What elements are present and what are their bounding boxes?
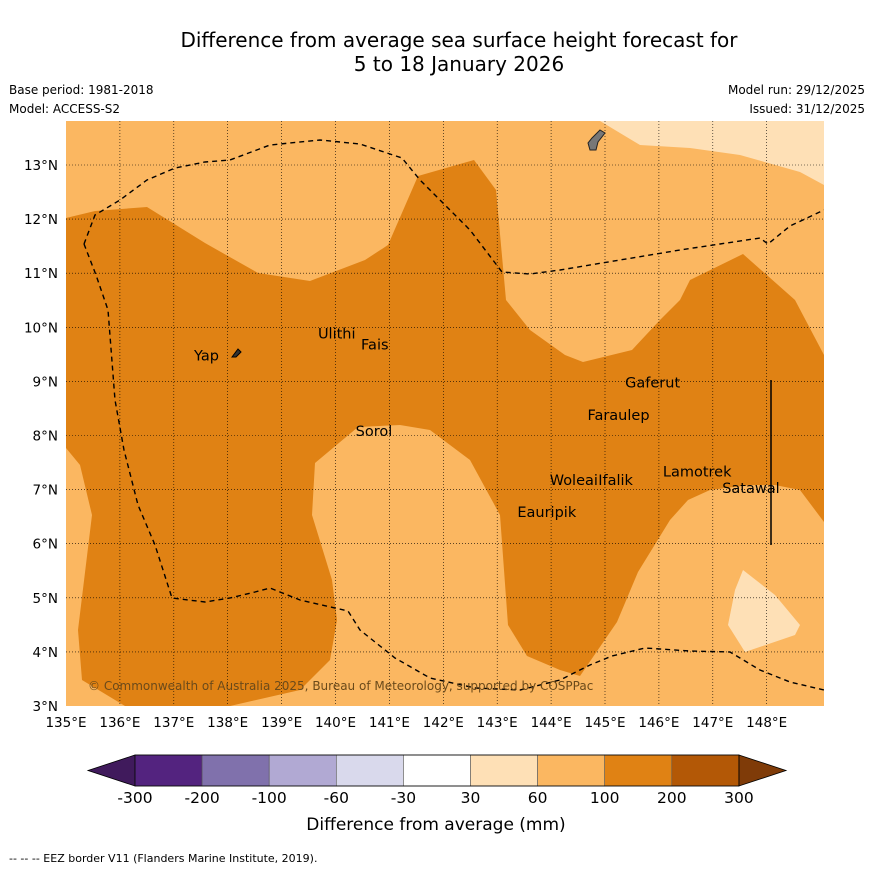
lat-tick-label: 13°N bbox=[24, 158, 58, 174]
lon-tick-label: 141°E bbox=[369, 715, 410, 731]
lon-tick-label: 146°E bbox=[638, 715, 679, 731]
lon-tick-label: 144°E bbox=[531, 715, 572, 731]
colorbar-extend-high bbox=[738, 754, 788, 787]
lon-tick-label: 137°E bbox=[153, 715, 194, 731]
anomaly-band-30-60-north bbox=[600, 121, 824, 185]
title-line-1: Difference from average sea surface heig… bbox=[180, 28, 738, 52]
map-plot-area bbox=[66, 121, 824, 706]
lon-tick-label: 138°E bbox=[207, 715, 248, 731]
lon-tick-label: 135°E bbox=[45, 715, 86, 731]
lon-tick-label: 139°E bbox=[261, 715, 302, 731]
anomaly-band-100-200 bbox=[66, 160, 824, 706]
place-label: Satawal bbox=[722, 481, 779, 497]
colorbar-segment bbox=[134, 754, 203, 787]
colorbar-tick: -60 bbox=[324, 789, 349, 807]
lon-tick-label: 148°E bbox=[746, 715, 787, 731]
colorbar-tick: -300 bbox=[117, 789, 152, 807]
model-run: Model run: 29/12/2025 bbox=[727, 83, 865, 97]
meta-left: Base period: 1981-2018 Model: ACCESS-S2 bbox=[9, 81, 154, 119]
place-label: Gaferut bbox=[625, 375, 680, 391]
longitude-tick-labels: 135°E 136°E 137°E 138°E 139°E 140°E 141°E 142°E… bbox=[45, 715, 787, 731]
meta-right: Model run: 29/12/2025 Issued: 31/12/2025 bbox=[728, 81, 865, 119]
lat-tick-label: 4°N bbox=[33, 645, 58, 661]
issued-date: Issued: 31/12/2025 bbox=[749, 102, 865, 116]
gridlines bbox=[66, 121, 824, 706]
colorbar-segment bbox=[470, 754, 538, 787]
place-label: Yap bbox=[193, 348, 219, 364]
colorbar-tick: 100 bbox=[590, 789, 620, 807]
colorbar-tick: 60 bbox=[528, 789, 548, 807]
colorbar-tick: 300 bbox=[724, 789, 754, 807]
place-label: Woleai bbox=[550, 473, 598, 489]
colorbar-tick: 30 bbox=[461, 789, 481, 807]
colorbar-segment bbox=[671, 754, 740, 787]
title-line-2: 5 to 18 January 2026 bbox=[353, 52, 565, 76]
lat-tick-label: 12°N bbox=[24, 212, 58, 228]
colorbar-label: Difference from average (mm) bbox=[306, 815, 565, 835]
lon-tick-label: 136°E bbox=[99, 715, 140, 731]
eez-footnote: -- -- -- EEZ border V11 (Flanders Marine… bbox=[9, 852, 318, 865]
colorbar-segment bbox=[201, 754, 270, 787]
lat-tick-label: 7°N bbox=[33, 483, 58, 499]
base-period: Base period: 1981-2018 bbox=[9, 83, 154, 97]
place-label: Lamotrek bbox=[663, 465, 732, 481]
colorbar-segment bbox=[403, 754, 471, 787]
lon-tick-label: 143°E bbox=[477, 715, 518, 731]
colorbar-tick-labels: -300 -200 -100 -60 -30 30 60 100 200 300 bbox=[117, 789, 753, 807]
colorbar-outline bbox=[134, 754, 740, 787]
eez-border-south bbox=[83, 243, 824, 691]
lon-tick-label: 140°E bbox=[315, 715, 356, 731]
place-labels: Yap Ulithi Fais Gaferut Faraulep Sorol Lamotre… bbox=[193, 327, 780, 522]
colorbar-tick: 200 bbox=[657, 789, 687, 807]
colorbar-segment bbox=[604, 754, 673, 787]
place-label: Faraulep bbox=[587, 408, 649, 424]
colorbar bbox=[86, 754, 788, 787]
colorbar-segment bbox=[537, 754, 605, 787]
lon-tick-label: 145°E bbox=[584, 715, 625, 731]
chart-title: Difference from average sea surface heig… bbox=[0, 28, 873, 76]
place-label: Eauripik bbox=[517, 505, 576, 521]
colorbar-segment bbox=[268, 754, 337, 787]
lat-tick-label: 6°N bbox=[33, 537, 58, 553]
place-label: Ulithi bbox=[318, 327, 356, 343]
eez-border-north bbox=[83, 139, 824, 275]
colorbar-segment bbox=[335, 754, 404, 787]
model-name: Model: ACCESS-S2 bbox=[9, 102, 121, 116]
lat-tick-label: 11°N bbox=[24, 266, 58, 282]
lat-tick-label: 3°N bbox=[33, 699, 58, 715]
place-label: Fais bbox=[361, 338, 388, 354]
colorbar-tick: -200 bbox=[185, 789, 220, 807]
anomaly-band-30-60-south bbox=[728, 570, 800, 652]
place-label: Ifalik bbox=[598, 473, 633, 489]
colorbar-extend-low bbox=[86, 754, 136, 787]
lat-tick-label: 10°N bbox=[24, 320, 58, 336]
yap-island-shape bbox=[231, 348, 242, 358]
latitude-tick-labels: 13°N 12°N 11°N 10°N 9°N 8°N 7°N 6°N 5°N 4°N 3°N bbox=[24, 158, 58, 715]
lon-tick-label: 147°E bbox=[692, 715, 733, 731]
lon-tick-label: 142°E bbox=[423, 715, 464, 731]
colorbar-tick: -30 bbox=[391, 789, 416, 807]
colorbar-tick: -100 bbox=[252, 789, 287, 807]
lat-tick-label: 5°N bbox=[33, 591, 58, 607]
copyright-text: © Commonwealth of Australia 2025, Bureau… bbox=[88, 679, 593, 693]
lat-tick-label: 8°N bbox=[33, 429, 58, 445]
lat-tick-label: 9°N bbox=[33, 374, 58, 390]
place-label: Sorol bbox=[356, 424, 393, 440]
guam-island-shape bbox=[587, 129, 606, 151]
